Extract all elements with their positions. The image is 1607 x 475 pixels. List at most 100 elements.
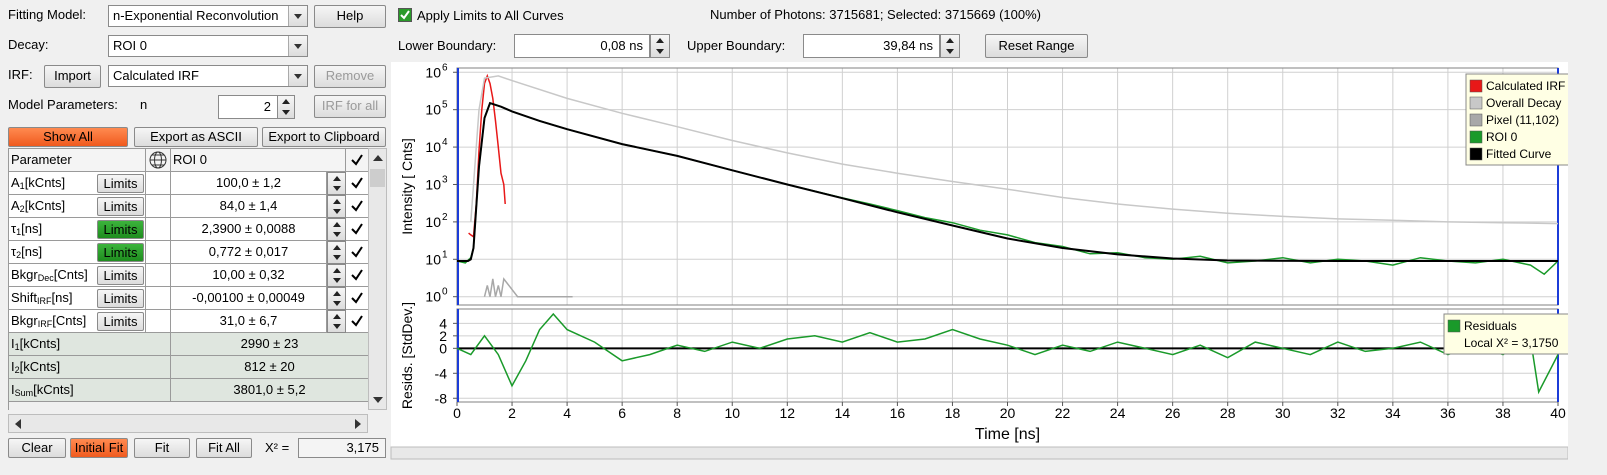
checkbox[interactable] (398, 8, 412, 22)
fit-button[interactable]: Fit (134, 438, 190, 458)
y-tick-exponent: 4 (442, 137, 448, 148)
y-tick-exponent: 0 (442, 287, 448, 298)
global-cell (146, 310, 171, 333)
irf-for-all-button[interactable]: IRF for all (314, 95, 386, 118)
fit-all-button[interactable]: Fit All (196, 438, 252, 458)
upper-boundary-input[interactable]: 39,84 ns (803, 34, 940, 58)
y-tick-exponent: 2 (442, 212, 448, 223)
check-cell[interactable] (346, 241, 368, 264)
name: I (11, 382, 15, 397)
n-input[interactable]: 2 (218, 95, 278, 119)
name: A (11, 175, 20, 190)
limits-button[interactable]: Limits (97, 266, 144, 285)
y-tick-label: -8 (435, 390, 448, 406)
checkmark (351, 269, 363, 281)
check-cell[interactable] (346, 287, 368, 310)
decay-select[interactable]: ROI 0 (108, 35, 308, 57)
globe-icon[interactable] (146, 149, 171, 172)
photon-count: Number of Photons: 3715681; Selected: 37… (710, 7, 1042, 22)
select-value: n-Exponential Reconvolution (113, 8, 279, 23)
name: I (11, 336, 15, 351)
lower-boundary-input[interactable]: 0,08 ns (514, 34, 650, 58)
legend-box (1443, 313, 1571, 355)
x-tick-label: 30 (1275, 405, 1291, 421)
irf-select[interactable]: Calculated IRF (108, 65, 308, 87)
initial-fit-button[interactable]: Initial Fit (70, 438, 128, 458)
x-tick-label: 40 (1550, 405, 1566, 421)
spinner[interactable] (327, 218, 346, 241)
x-tick-label: 0 (453, 405, 461, 421)
limits-button[interactable]: Limits (97, 312, 144, 331)
checkmark (351, 177, 363, 189)
unit: [Cnts] (52, 313, 87, 328)
scroll-down[interactable] (373, 397, 383, 403)
check-cell[interactable] (346, 310, 368, 333)
y-tick-label: 10 (425, 251, 441, 267)
spinner[interactable] (327, 264, 346, 287)
legend-swatch (1469, 79, 1483, 93)
fitting-model-select[interactable]: n-Exponential Reconvolution (108, 5, 308, 27)
y-axis-label: Intensity [ Cnts] (399, 138, 415, 234)
export-clipboard-button[interactable]: Export to Clipboard (262, 127, 386, 147)
x-tick-label: 8 (673, 405, 681, 421)
scroll-right[interactable] (355, 419, 361, 429)
horizontal-scrollbar[interactable] (8, 414, 368, 433)
legend-label: Overall Decay (1486, 96, 1561, 110)
import-button[interactable]: Import (44, 65, 101, 88)
spinner[interactable] (327, 195, 346, 218)
clear-button[interactable]: Clear (8, 438, 66, 458)
check-cell[interactable] (346, 195, 368, 218)
globe (149, 151, 167, 169)
legend-swatch (1447, 319, 1461, 333)
spinner[interactable] (277, 95, 295, 119)
global-cell (146, 195, 171, 218)
x-tick-label: 24 (1110, 405, 1126, 421)
horizontal-scrollbar[interactable] (390, 446, 1569, 460)
show-all-button[interactable]: Show All (8, 127, 128, 147)
x-tick-label: 26 (1165, 405, 1181, 421)
legend-box (1465, 73, 1571, 166)
check-cell[interactable] (346, 149, 368, 172)
check-cell[interactable] (346, 264, 368, 287)
scroll-up[interactable] (373, 155, 383, 161)
check-cell[interactable] (346, 218, 368, 241)
parameter-table: Parameter ROI 0 A1[kCnts] Limits 100,0 ± 1… (8, 148, 368, 410)
parameter-name: I2[kCnts] (9, 356, 171, 379)
subscript: 1 (16, 227, 22, 237)
limits-button[interactable]: Limits (97, 197, 144, 216)
limits-button[interactable]: Limits (97, 220, 144, 239)
spinner[interactable] (650, 34, 670, 58)
x-tick-label: 2 (508, 405, 516, 421)
legend-label: ROI 0 (1486, 130, 1518, 144)
parameter-value: 2,3900 ± 0,0088 (171, 218, 327, 241)
export-ascii-button[interactable]: Export as ASCII (134, 127, 258, 147)
subscript: 2 (19, 204, 25, 214)
check-cell[interactable] (346, 172, 368, 195)
label: Decay: (8, 37, 49, 52)
limits-button[interactable]: Limits (97, 289, 144, 308)
spinner[interactable] (940, 34, 960, 58)
scroll-left[interactable] (15, 419, 21, 429)
reset-range-button[interactable]: Reset Range (985, 34, 1088, 58)
spinner[interactable] (327, 172, 346, 195)
scroll-thumb[interactable] (370, 169, 385, 187)
spinner[interactable] (327, 241, 346, 264)
unit: [kCnts] (19, 359, 61, 374)
remove-button[interactable]: Remove (314, 65, 386, 88)
spinner[interactable] (327, 287, 346, 310)
y-tick-label: 2 (439, 328, 447, 344)
spinner[interactable] (327, 310, 346, 333)
limits-button[interactable]: Limits (97, 174, 144, 193)
series-line (470, 75, 1558, 225)
name: A (11, 198, 20, 213)
limits-button[interactable]: Limits (97, 243, 144, 262)
x-tick-label: 36 (1440, 405, 1456, 421)
derived-value: 812 ± 20 (171, 356, 368, 379)
help-button[interactable]: Help (314, 5, 386, 28)
x-tick-label: 4 (563, 405, 571, 421)
derived-value: 2990 ± 23 (171, 333, 368, 356)
y-tick-label: 10 (425, 176, 441, 192)
name: Bkgr (11, 267, 38, 282)
vertical-scrollbar[interactable] (368, 148, 387, 410)
x-tick-label: 16 (890, 405, 906, 421)
